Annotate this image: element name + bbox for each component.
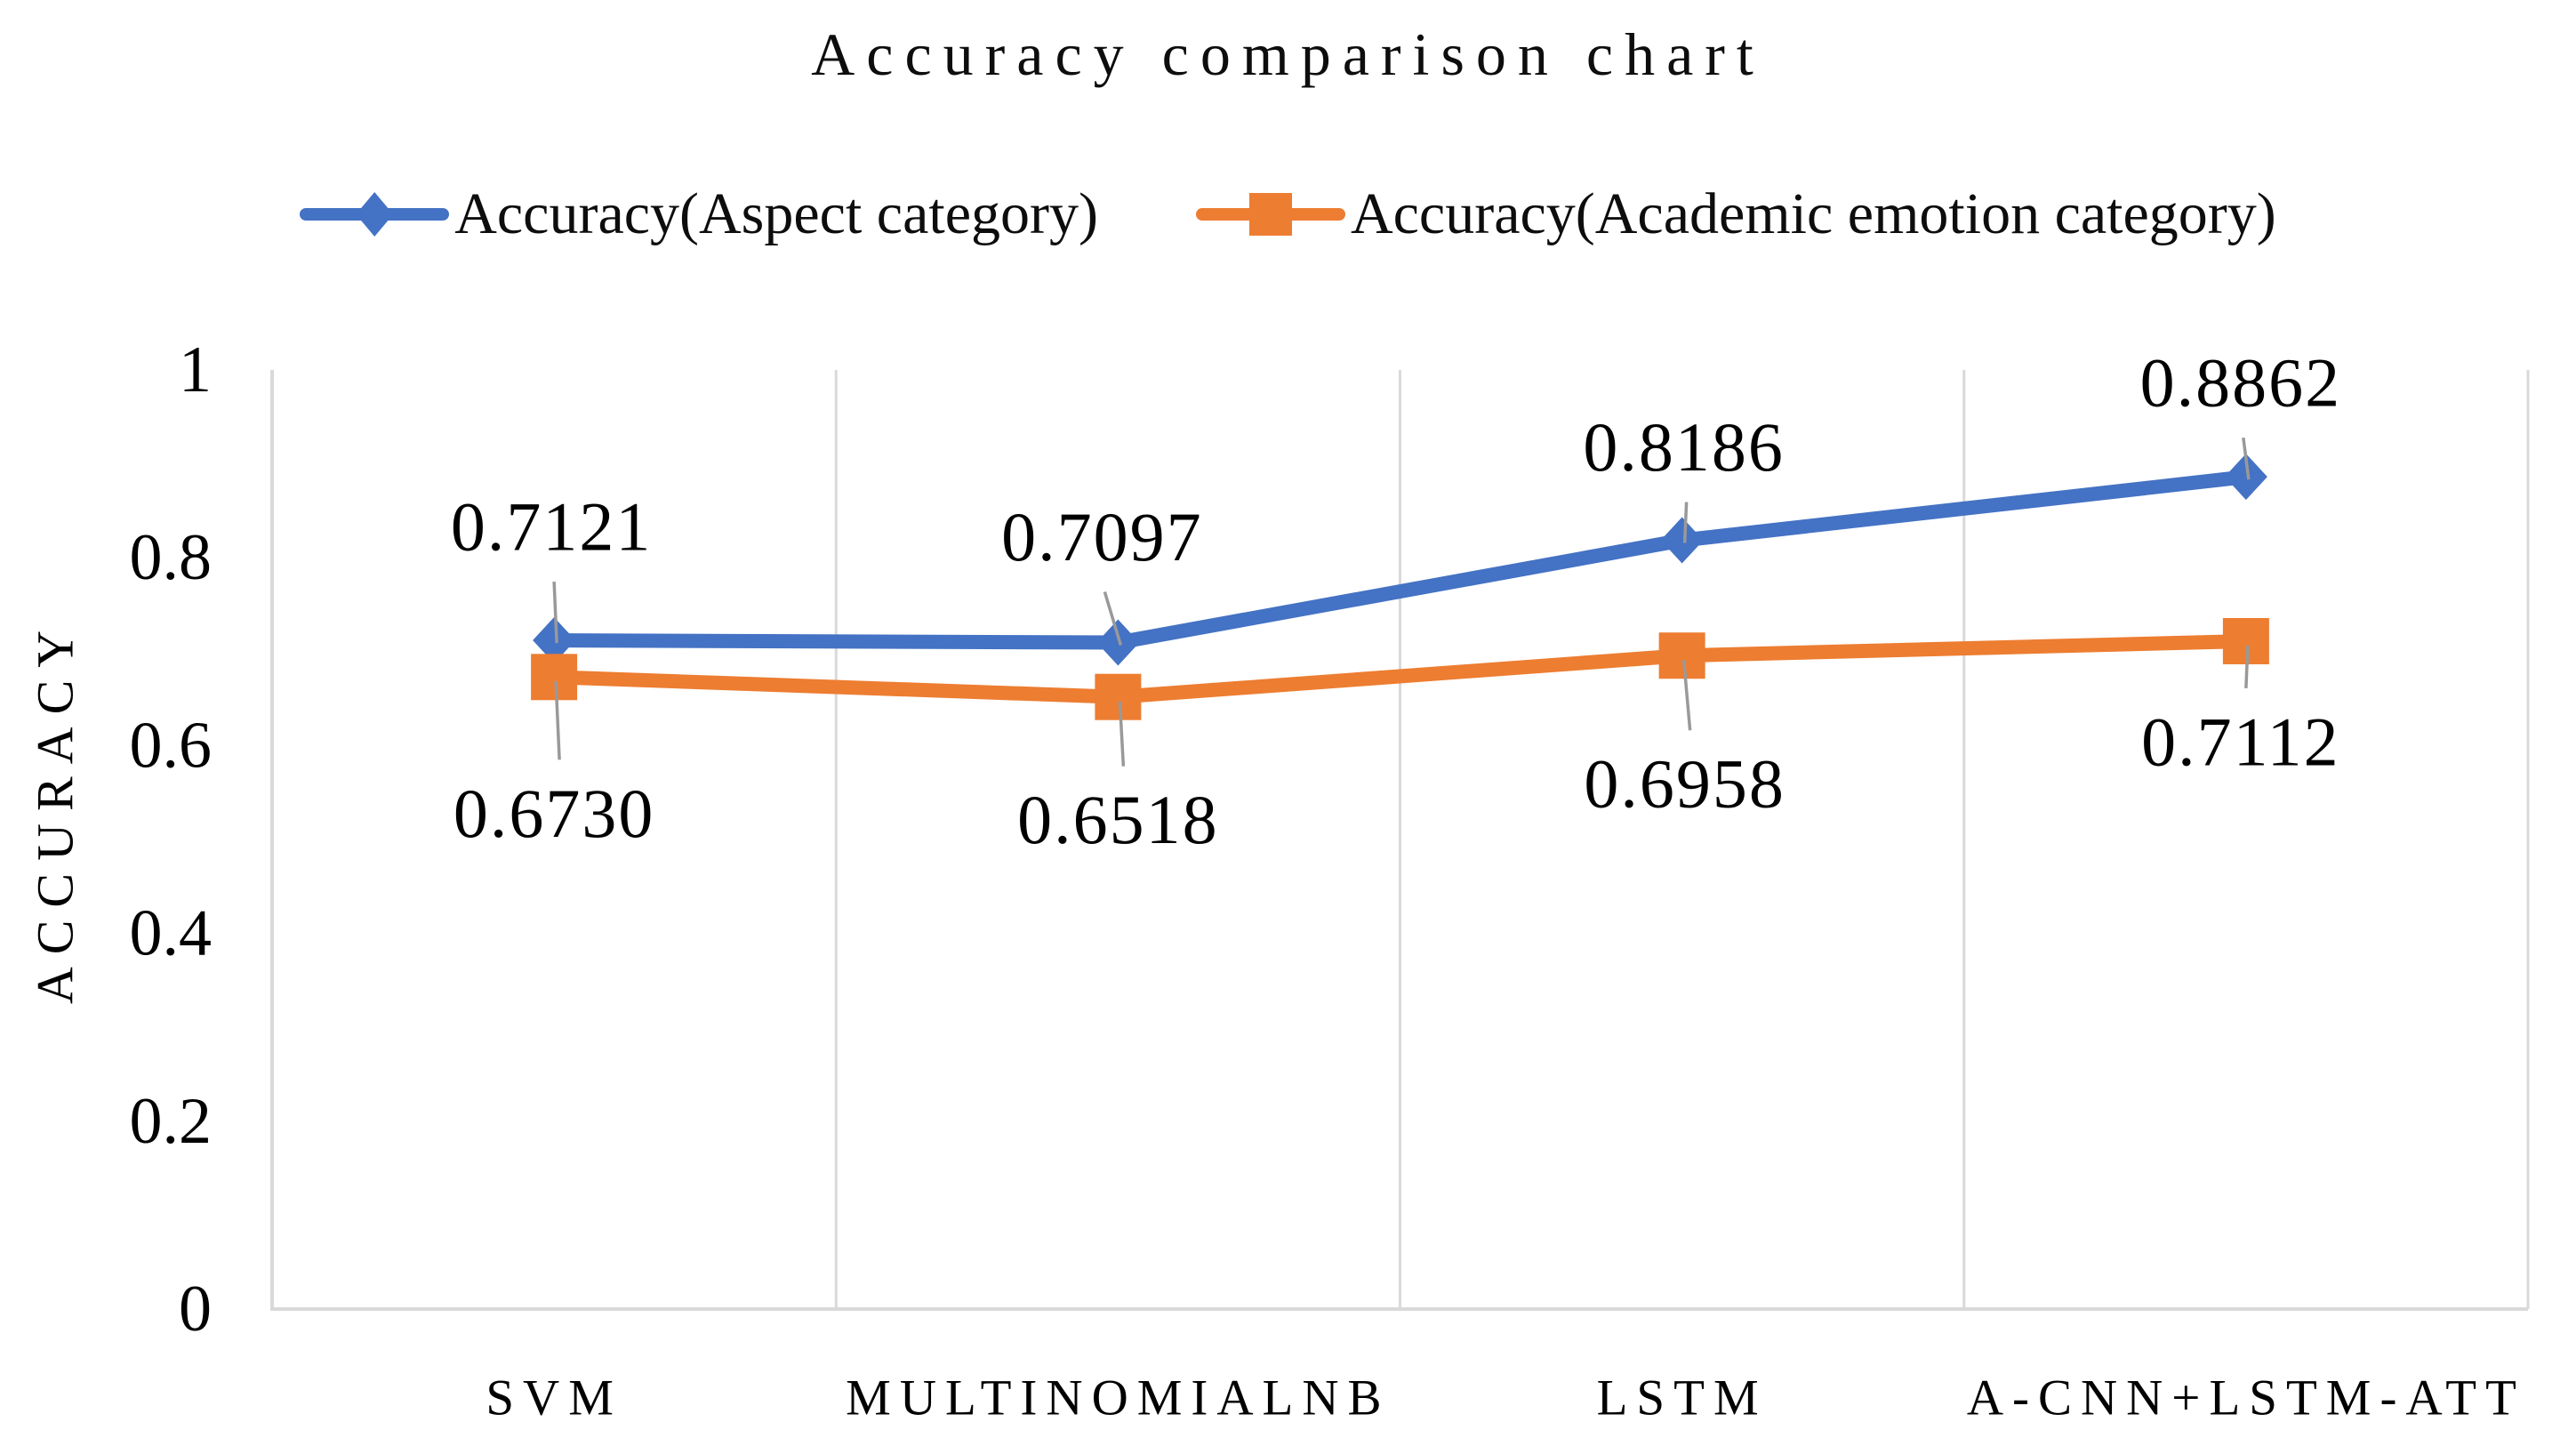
aspect-series-line — [547, 470, 2253, 650]
data-label: 0.7112 — [2141, 703, 2340, 780]
y-tick-label: 0.2 — [130, 1085, 213, 1158]
data-label: 0.6958 — [1584, 745, 1786, 823]
diamond-data-marker — [2224, 454, 2267, 501]
leader-line — [2242, 437, 2251, 480]
x-category-label: SVM — [486, 1370, 622, 1426]
y-tick-label: 1 — [179, 333, 212, 406]
square-data-marker — [531, 654, 578, 701]
data-label: 0.8862 — [2140, 344, 2342, 422]
leader-line — [552, 581, 558, 644]
leader-line — [1118, 701, 1126, 767]
diamond-data-marker — [1660, 517, 1704, 564]
legend-item-label: Accuracy(Academic emotion category) — [1350, 181, 2276, 246]
leader-line — [1681, 660, 1692, 731]
x-category-label: MULTINOMIALNB — [846, 1370, 1390, 1426]
leader-line — [1682, 502, 1689, 543]
diamond-data-marker — [1096, 619, 1140, 666]
y-tick-label: 0.6 — [130, 709, 213, 782]
y-tick-label: 0.4 — [130, 897, 213, 970]
y-tick-label: 0.8 — [130, 521, 213, 594]
legend-item-aspect-category: Accuracy(Aspect category) — [300, 181, 1098, 248]
emotion-series-legend-marker — [1195, 188, 1345, 241]
data-label: 0.8186 — [1583, 408, 1785, 486]
x-category-label: LSTM — [1597, 1370, 1768, 1426]
leader-line — [554, 681, 561, 760]
data-label: 0.6730 — [453, 775, 655, 852]
data-label: 0.7121 — [451, 488, 653, 566]
y-axis-title: ACCURACY — [27, 618, 84, 1004]
aspect-series-legend-marker — [300, 188, 450, 241]
diamond-data-marker — [533, 617, 576, 664]
square-marker-icon — [1248, 193, 1292, 236]
emotion-series-line — [547, 633, 2253, 704]
x-category-label: A-CNN+LSTM-ATT — [1967, 1370, 2525, 1426]
leader-line — [2244, 645, 2250, 689]
chart-title: Accuracy comparison chart — [811, 20, 1765, 88]
square-data-marker — [1658, 632, 1705, 679]
data-label: 0.7097 — [1001, 498, 1203, 575]
y-tick-label: 0 — [179, 1273, 212, 1346]
legend: Accuracy(Aspect category) Accuracy(Acade… — [0, 181, 2576, 248]
legend-item-academic-emotion-category: Accuracy(Academic emotion category) — [1195, 181, 2276, 248]
leader-line — [1103, 591, 1123, 647]
data-label: 0.6518 — [1017, 781, 1219, 858]
legend-item-label: Accuracy(Aspect category) — [454, 181, 1098, 246]
square-data-marker — [1095, 673, 1142, 720]
